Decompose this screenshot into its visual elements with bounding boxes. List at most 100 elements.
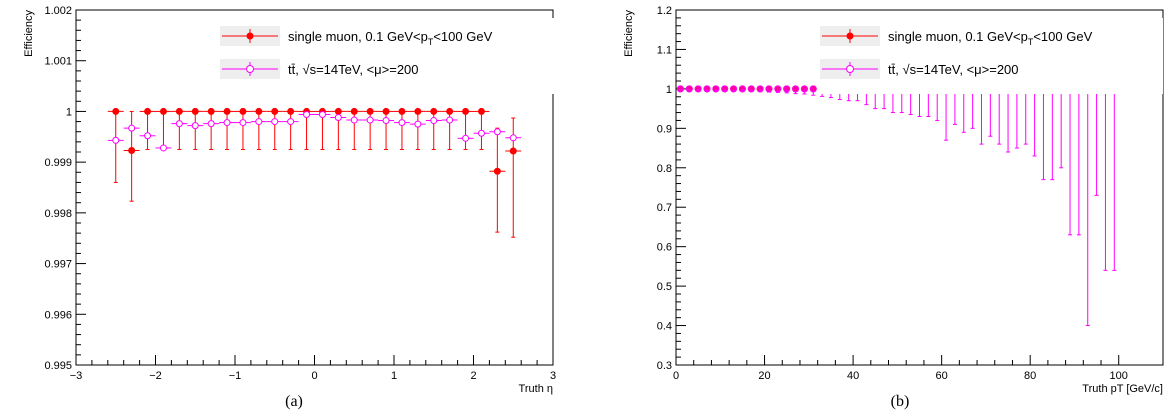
y-tick-label: 0.6 [657, 242, 672, 254]
data-point [509, 147, 517, 155]
data-point [477, 107, 485, 115]
x-tick-label: 60 [936, 370, 948, 382]
data-point [334, 107, 342, 115]
data-point [175, 107, 183, 115]
x-tick-label: 0 [311, 370, 317, 382]
data-point [287, 107, 295, 115]
data-point [303, 110, 311, 118]
y-tick-label: 0.996 [44, 309, 72, 321]
data-point [430, 107, 438, 115]
legend: single muon, 0.1 GeV<pT<100 GeV tt̄, √s=1… [818, 18, 1163, 94]
data-point [350, 116, 358, 124]
x-tick-label: 0 [673, 370, 679, 382]
data-point [783, 85, 791, 93]
data-point [287, 118, 295, 126]
data-point [712, 85, 720, 93]
y-tick-label: 0.7 [657, 202, 672, 214]
data-point [144, 107, 152, 115]
data-point [738, 85, 746, 93]
y-tick-label: 1.1 [657, 44, 672, 56]
data-point [694, 85, 702, 93]
data-point [255, 118, 263, 126]
y-axis-title: Efficiency [623, 10, 635, 57]
data-point [366, 107, 374, 115]
y-tick-label: 1.2 [657, 5, 672, 17]
data-point [159, 107, 167, 115]
panel-a: −3 −2 −1 0 1 2 3 0.995 0.996 0.997 0.998 0.999 1 1.00… [23, 5, 558, 410]
legend-label: tt̄, √s=14TeV, <μ>=200 [288, 62, 419, 77]
data-point [721, 85, 729, 93]
y-tick-label: 1.002 [44, 5, 72, 17]
data-point [446, 116, 454, 124]
data-point [765, 85, 773, 93]
data-point [477, 129, 485, 137]
data-point [685, 85, 693, 93]
data-point [271, 107, 279, 115]
legend-marker [246, 65, 254, 73]
data-point [809, 85, 817, 93]
data-point [128, 124, 136, 132]
data-point [676, 85, 684, 93]
data-point [747, 85, 755, 93]
y-tick-label: 1 [66, 106, 72, 118]
panel-caption: (a) [285, 393, 303, 410]
data-point [112, 107, 120, 115]
data-point [191, 122, 199, 130]
legend: single muon, 0.1 GeV<pT<100 GeV tt̄, √s=1… [218, 18, 558, 94]
data-point [493, 128, 501, 136]
data-point [255, 107, 263, 115]
legend-marker [246, 32, 254, 40]
x-axis-title: Truth pT [GeV/c] [1082, 383, 1163, 395]
data-point [398, 119, 406, 127]
y-tick-label: 0.995 [44, 360, 72, 372]
panel-b: 0 20 40 60 80 100 0.3 0.4 0.5 0.6 0.7 0.8 0.9 1 1.1 1.2… [623, 5, 1164, 410]
data-point [414, 107, 422, 115]
data-point [774, 85, 782, 93]
data-point [398, 107, 406, 115]
data-point [730, 85, 738, 93]
plot-frame [675, 9, 1164, 366]
data-point [756, 85, 764, 93]
data-point [366, 116, 374, 124]
data-point [509, 134, 517, 142]
data-point [239, 119, 247, 127]
data-point [350, 107, 358, 115]
y-tick-label: 0.4 [657, 321, 672, 333]
data-point [382, 117, 390, 125]
legend-label: tt̄, √s=14TeV, <μ>=200 [888, 62, 1019, 77]
x-tick-label: 1 [391, 370, 397, 382]
series-ttbar [107, 110, 522, 152]
legend-marker [846, 65, 854, 73]
series-ttbar [676, 85, 1118, 327]
data-point [112, 136, 120, 144]
y-tick-label: 1.001 [44, 56, 72, 68]
y-tick-label: 0.998 [44, 208, 72, 220]
x-tick-label: 3 [550, 370, 556, 382]
x-tick-label: −2 [149, 370, 162, 382]
y-tick-label: 0.9 [657, 123, 672, 135]
data-point [271, 118, 279, 126]
data-point [703, 85, 711, 93]
data-point [223, 119, 231, 127]
legend-label: single muon, 0.1 GeV<pT<100 GeV [888, 29, 1093, 47]
data-point [239, 107, 247, 115]
data-point [430, 117, 438, 125]
data-point [191, 107, 199, 115]
x-tick-label: −3 [70, 370, 83, 382]
x-tick-label: −1 [229, 370, 242, 382]
data-point [159, 144, 167, 152]
data-point [382, 107, 390, 115]
data-point [175, 120, 183, 128]
legend-label: single muon, 0.1 GeV<pT<100 GeV [288, 29, 493, 47]
y-axis-title: Efficiency [23, 10, 35, 57]
legend-marker [846, 32, 854, 40]
data-point [207, 120, 215, 128]
y-tick-label: 1 [666, 84, 672, 96]
data-point [792, 85, 800, 93]
data-point [334, 114, 342, 122]
y-tick-label: 0.3 [657, 360, 672, 372]
y-tick-label: 0.5 [657, 281, 672, 293]
data-point [462, 134, 470, 142]
data-point [462, 107, 470, 115]
